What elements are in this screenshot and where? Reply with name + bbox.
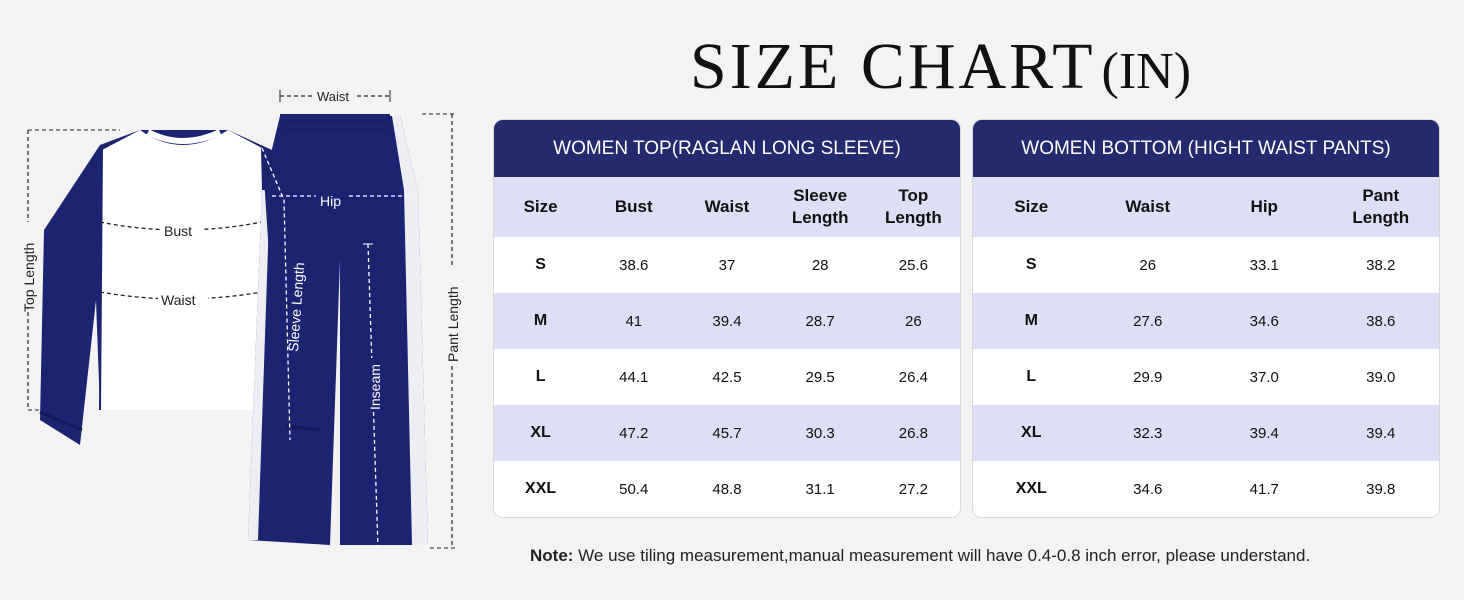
table-cell: 38.6 [587, 237, 681, 293]
inseam-marker: Inseam [363, 243, 384, 549]
waist-marker: Waist [99, 291, 263, 309]
measurement-note: Note: We use tiling measurement,manual m… [530, 546, 1410, 566]
bottom-size-table: WOMEN BOTTOM (HIGHT WAIST PANTS) Size Wa… [972, 119, 1440, 518]
table-cell: 27.6 [1089, 293, 1206, 349]
table-cell: 47.2 [587, 405, 681, 461]
table-cell: 39.8 [1322, 461, 1439, 517]
table-cell: 26 [866, 293, 960, 349]
table-cell: 39.4 [680, 293, 774, 349]
table-row: L 29.9 37.0 39.0 [973, 349, 1439, 405]
table-cell: 31.1 [773, 461, 867, 517]
pants-waist-label: Waist [317, 89, 349, 104]
column-header: Size [973, 177, 1090, 237]
garment-illustration: Top Length Bust Waist Sleeve Length [20, 88, 462, 549]
size-cell: S [494, 237, 588, 293]
table-cell: 38.2 [1322, 237, 1439, 293]
column-header: Size [494, 177, 588, 237]
top-length-marker: Top Length [20, 129, 120, 411]
table-cell: 38.6 [1322, 293, 1439, 349]
size-cell: L [494, 349, 588, 405]
size-cell: XXL [973, 461, 1090, 517]
table-cell: 44.1 [587, 349, 681, 405]
size-cell: M [973, 293, 1090, 349]
table-row: S 26 33.1 38.2 [973, 237, 1439, 293]
table-cell: 29.5 [773, 349, 867, 405]
pants-waist-marker: Waist [279, 88, 391, 104]
table-cell: 28 [773, 237, 867, 293]
size-cell: XL [494, 405, 588, 461]
bottom-table-column-headers: Size Waist Hip Pant Length [973, 177, 1439, 237]
table-cell: 37.0 [1206, 349, 1323, 405]
table-cell: 30.3 [773, 405, 867, 461]
table-cell: 29.9 [1089, 349, 1206, 405]
note-text: We use tiling measurement,manual measure… [573, 546, 1311, 565]
hip-label: Hip [320, 193, 341, 209]
page-title: SIZE CHART (IN) [690, 30, 1310, 104]
pant-length-label: Pant Length [445, 286, 461, 362]
sleeve-length-marker: Sleeve Length [261, 147, 307, 441]
table-row: XXL 34.6 41.7 39.8 [973, 461, 1439, 517]
table-cell: 34.6 [1206, 293, 1323, 349]
waist-label: Waist [161, 292, 196, 308]
table-cell: 33.1 [1206, 237, 1323, 293]
bottom-table: Size Waist Hip Pant Length S 26 33.1 38.2… [973, 177, 1439, 517]
table-cell: 41.7 [1206, 461, 1323, 517]
table-cell: 26.8 [866, 405, 960, 461]
top-table: Size Bust Waist Sleeve Length Top Length S… [494, 177, 960, 517]
pant-length-marker: Pant Length [422, 113, 462, 549]
top-table-header: WOMEN TOP(RAGLAN LONG SLEEVE) [494, 120, 960, 177]
hip-marker: Hip [272, 192, 410, 210]
size-cell: XXL [494, 461, 588, 517]
table-cell: 28.7 [773, 293, 867, 349]
table-cell: 39.4 [1206, 405, 1323, 461]
table-cell: 48.8 [680, 461, 774, 517]
column-header: Sleeve Length [773, 177, 867, 237]
table-cell: 42.5 [680, 349, 774, 405]
table-row: M 41 39.4 28.7 26 [494, 293, 960, 349]
table-row: S 38.6 37 28 25.6 [494, 237, 960, 293]
table-cell: 45.7 [680, 405, 774, 461]
bust-label: Bust [164, 223, 192, 239]
table-row: L 44.1 42.5 29.5 26.4 [494, 349, 960, 405]
top-size-table: WOMEN TOP(RAGLAN LONG SLEEVE) Size Bust … [493, 119, 961, 518]
table-cell: 26 [1089, 237, 1206, 293]
size-cell: L [973, 349, 1090, 405]
table-row: XL 47.2 45.7 30.3 26.8 [494, 405, 960, 461]
table-cell: 27.2 [866, 461, 960, 517]
table-cell: 26.4 [866, 349, 960, 405]
table-row: XL 32.3 39.4 39.4 [973, 405, 1439, 461]
note-label: Note: [530, 546, 574, 565]
sleeve-length-label: Sleeve Length [285, 262, 307, 352]
column-header: Hip [1206, 177, 1323, 237]
table-cell: 41 [587, 293, 681, 349]
title-unit: (IN) [1101, 43, 1192, 100]
table-cell: 39.4 [1322, 405, 1439, 461]
top-length-label: Top Length [21, 243, 37, 312]
table-row: M 27.6 34.6 38.6 [973, 293, 1439, 349]
table-row: XXL 50.4 48.8 31.1 27.2 [494, 461, 960, 517]
title-main: SIZE CHART [690, 30, 1096, 103]
size-cell: XL [973, 405, 1090, 461]
table-cell: 50.4 [587, 461, 681, 517]
table-cell: 39.0 [1322, 349, 1439, 405]
top-table-column-headers: Size Bust Waist Sleeve Length Top Length [494, 177, 960, 237]
bust-marker: Bust [99, 221, 263, 240]
inseam-label: Inseam [367, 364, 383, 410]
bottom-table-header: WOMEN BOTTOM (HIGHT WAIST PANTS) [973, 120, 1439, 177]
size-cell: S [973, 237, 1090, 293]
column-header: Bust [587, 177, 681, 237]
table-cell: 34.6 [1089, 461, 1206, 517]
column-header: Top Length [866, 177, 960, 237]
table-cell: 32.3 [1089, 405, 1206, 461]
table-cell: 37 [680, 237, 774, 293]
size-cell: M [494, 293, 588, 349]
table-cell: 25.6 [866, 237, 960, 293]
column-header: Waist [680, 177, 774, 237]
column-header: Waist [1089, 177, 1206, 237]
column-header: Pant Length [1322, 177, 1439, 237]
